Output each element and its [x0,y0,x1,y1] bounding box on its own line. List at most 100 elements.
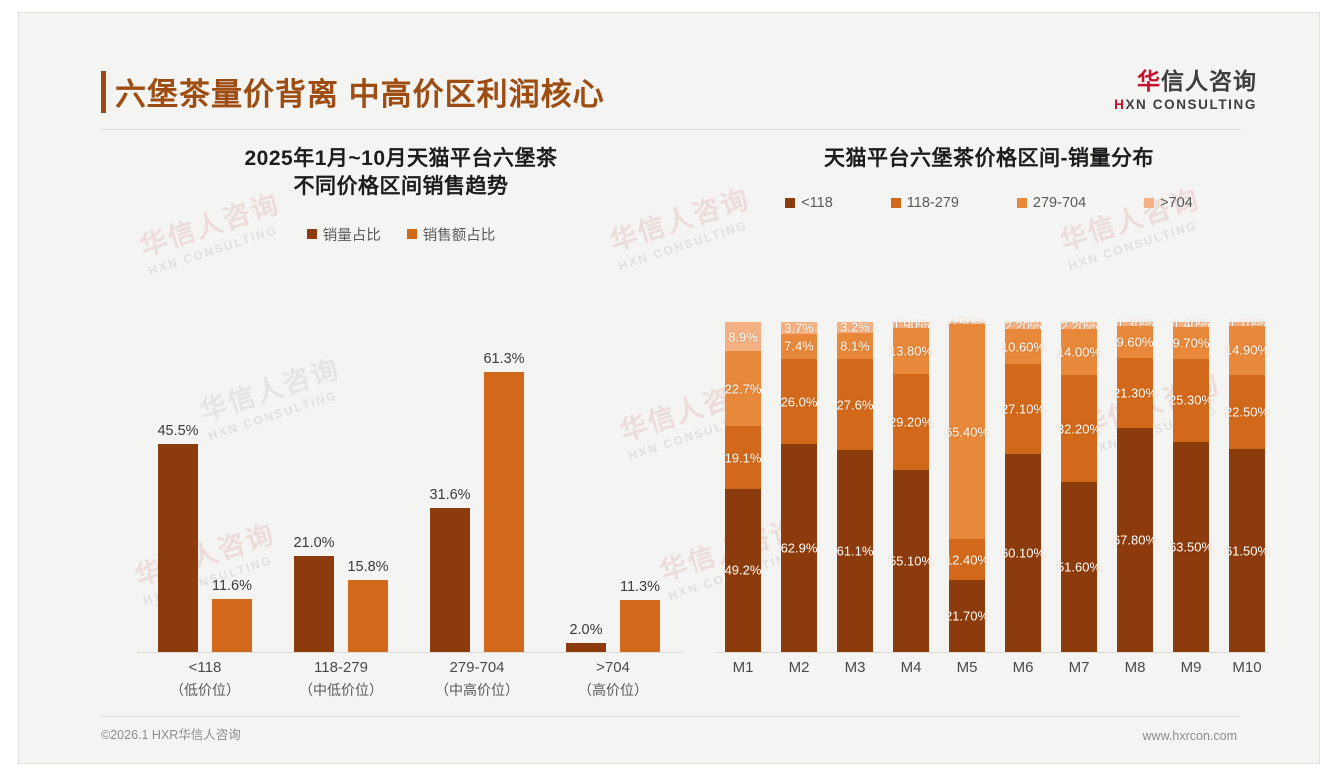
x-axis-tick-label: M4 [900,659,922,676]
stacked-bar-segment[interactable]: 21.70% [945,580,989,652]
stacked-bar-segment[interactable]: 22.50% [1225,374,1269,450]
segment-value-label: 8.9% [728,329,758,345]
x-axis-tick-main: 279-704 [449,659,505,676]
slide-canvas: 华信人咨询 HXN CONSULTING 华信人咨询 HXN CONSULTING … [18,12,1320,764]
stacked-bar-column[interactable]: 3.7% 7.4% 26.0% 62.9% [781,321,817,652]
stacked-bar-segment[interactable]: 14.00% [1057,329,1101,376]
bar[interactable] [294,556,334,652]
stacked-bar-segment[interactable]: 61.1% [837,450,873,652]
legend-label: <118 [801,195,833,212]
legend-swatch-icon [1016,198,1027,209]
stacked-bar-segment[interactable]: 61.50% [1225,449,1269,652]
segment-value-label: 21.30% [1112,385,1158,401]
x-axis-tick-label: M3 [844,659,866,676]
stacked-bar-segment[interactable]: 63.50% [1169,442,1213,652]
stacked-bar-segment[interactable]: 14.90% [1225,325,1269,375]
segment-value-label: 8.1% [840,338,870,354]
bar[interactable] [484,372,524,652]
stacked-bar-segment[interactable]: 12.40% [945,539,989,581]
bar[interactable] [348,580,388,652]
x-axis-tick-sub: （中低价位） [299,681,383,698]
stacked-bar-segment[interactable]: 3.2% [837,320,873,335]
legend-label: >704 [1160,195,1193,212]
stacked-bar-segment[interactable]: 9.70% [1173,326,1209,359]
stacked-bar-segment[interactable]: 25.30% [1169,358,1213,443]
left-chart-panel: 2025年1月~10月天猫平台六堡茶 不同价格区间销售趋势 销量占比 销售额占比 [101,145,701,245]
stacked-bar-segment[interactable]: 10.60% [1001,329,1045,365]
x-axis-tick-sub: （中高价位） [435,681,519,698]
stacked-bar-column[interactable]: 2.20% 14.00% 32.20% 51.60% [1057,318,1101,652]
bar-column[interactable]: 15.8% [347,559,389,652]
stacked-bar-column[interactable]: 1.40% 9.70% 25.30% 63.50% [1169,317,1213,652]
stacked-bar-segment[interactable]: 8.9% [725,322,761,352]
stacked-bar-segment[interactable]: 62.9% [781,444,817,652]
logo-en-rest: XN CONSULTING [1125,97,1257,113]
bar-value-label: 61.3% [483,351,525,367]
legend-item[interactable]: 279-704 [1016,195,1086,211]
stacked-bar-segment[interactable]: 27.6% [837,359,873,451]
bar[interactable] [430,508,470,652]
legend-item[interactable]: <118 [785,195,833,211]
stacked-bar-segment[interactable]: 32.20% [1057,375,1101,482]
right-chart-panel: 天猫平台六堡茶价格区间-销量分布 <118 118-279 279-704 >704 [709,145,1269,211]
stacked-bar-column[interactable]: 3.2% 8.1% 27.6% 61.1% [837,320,873,652]
bar[interactable] [212,599,252,652]
stacked-bar-segment[interactable]: 8.1% [837,332,873,360]
stacked-bar-segment[interactable]: 49.2% [725,489,761,652]
stacked-bar-segment[interactable]: 26.0% [781,358,817,445]
x-axis-tick-main: 118-279 [314,659,368,676]
stacked-bar-segment[interactable]: 67.80% [1113,428,1157,652]
x-axis-tick-label: M5 [956,659,978,676]
stacked-bar-segment[interactable]: 29.20% [889,373,933,471]
segment-value-label: 22.50% [1224,404,1270,420]
stacked-bar-column[interactable]: 2.20% 10.60% 27.10% 60.10% [1001,318,1045,652]
stacked-bar-segment[interactable]: 27.10% [1001,364,1045,454]
bar-column[interactable]: 21.0% [293,535,335,652]
legend-item[interactable]: 118-279 [890,195,959,212]
stacked-bar-column[interactable]: 1.30% 9.60% 21.30% 67.80% [1113,317,1157,652]
stacked-bar-segment[interactable]: 22.7% [725,351,761,427]
stacked-bar-segment[interactable]: 65.40% [945,323,989,540]
stacked-bar-segment[interactable]: 51.60% [1057,481,1101,652]
page-title: 六堡茶量价背离 中高价区利润核心 [115,77,605,112]
segment-value-label: 62.9% [780,540,818,556]
left-chart-plot-area: <118 （低价位） 118-279 （中低价位） 279-704 （中高价位） >704 （… [101,305,701,698]
bar-column[interactable]: 11.6% [212,578,252,652]
legend-label: 118-279 [906,195,959,212]
segment-value-label: 65.40% [944,424,990,440]
segment-value-label: 32.20% [1056,421,1102,437]
bar-column[interactable]: 31.6% [429,487,471,652]
bar-column[interactable]: 45.5% [157,423,199,652]
stacked-bar-segment[interactable]: 7.4% [781,334,817,359]
stacked-bar-column[interactable]: 0.50%65.40%12.40%21.70% [945,315,989,652]
left-chart-x-axis-labels: <118 （低价位） 118-279 （中低价位） 279-704 （中高价位） >704 （… [137,657,683,713]
segment-value-label: 60.10% [1000,545,1046,561]
stacked-bar-segment[interactable]: 2.20% [1005,318,1042,333]
legend-item[interactable]: >704 [1144,195,1193,211]
legend-item[interactable]: 销量占比 [306,224,381,245]
stacked-bar-segment[interactable]: 19.1% [725,426,761,490]
segment-value-label: 25.30% [1168,392,1214,408]
bar[interactable] [620,600,660,652]
stacked-bar-segment[interactable]: 2.20% [1061,318,1098,333]
bar[interactable] [566,643,606,652]
bar-column[interactable]: 2.0% [566,622,606,652]
legend-item[interactable]: 销售额占比 [406,224,495,245]
stacked-bar-segment[interactable]: 21.30% [1113,357,1157,429]
stacked-bar-column[interactable]: 8.9% 22.7% 19.1% 49.2% [725,322,761,652]
x-axis-tick-label: M8 [1124,659,1146,676]
stacked-bar-segment[interactable]: 13.80% [889,328,933,374]
x-axis-tick-label: >704 （高价位） [545,657,681,701]
x-axis-tick-main: <118 [188,659,222,676]
bar-column[interactable]: 11.3% [620,579,660,652]
stacked-bar-segment[interactable]: 60.10% [1001,453,1045,652]
stacked-bar-segment[interactable]: 9.60% [1117,326,1153,358]
stacked-bar-column[interactable]: 1.90% 13.80% 29.20% 55.10% [889,318,933,652]
bar[interactable] [158,444,198,652]
x-axis-tick-label: M7 [1068,659,1090,676]
bar-column[interactable]: 61.3% [483,351,525,652]
stacked-bar-segment[interactable]: 3.7% [781,321,817,336]
stacked-bar-column[interactable]: 1.10% 14.90% 22.50% 61.50% [1225,316,1269,652]
stacked-bar-segment[interactable]: 55.10% [889,470,933,652]
legend-label: 销量占比 [322,227,381,244]
